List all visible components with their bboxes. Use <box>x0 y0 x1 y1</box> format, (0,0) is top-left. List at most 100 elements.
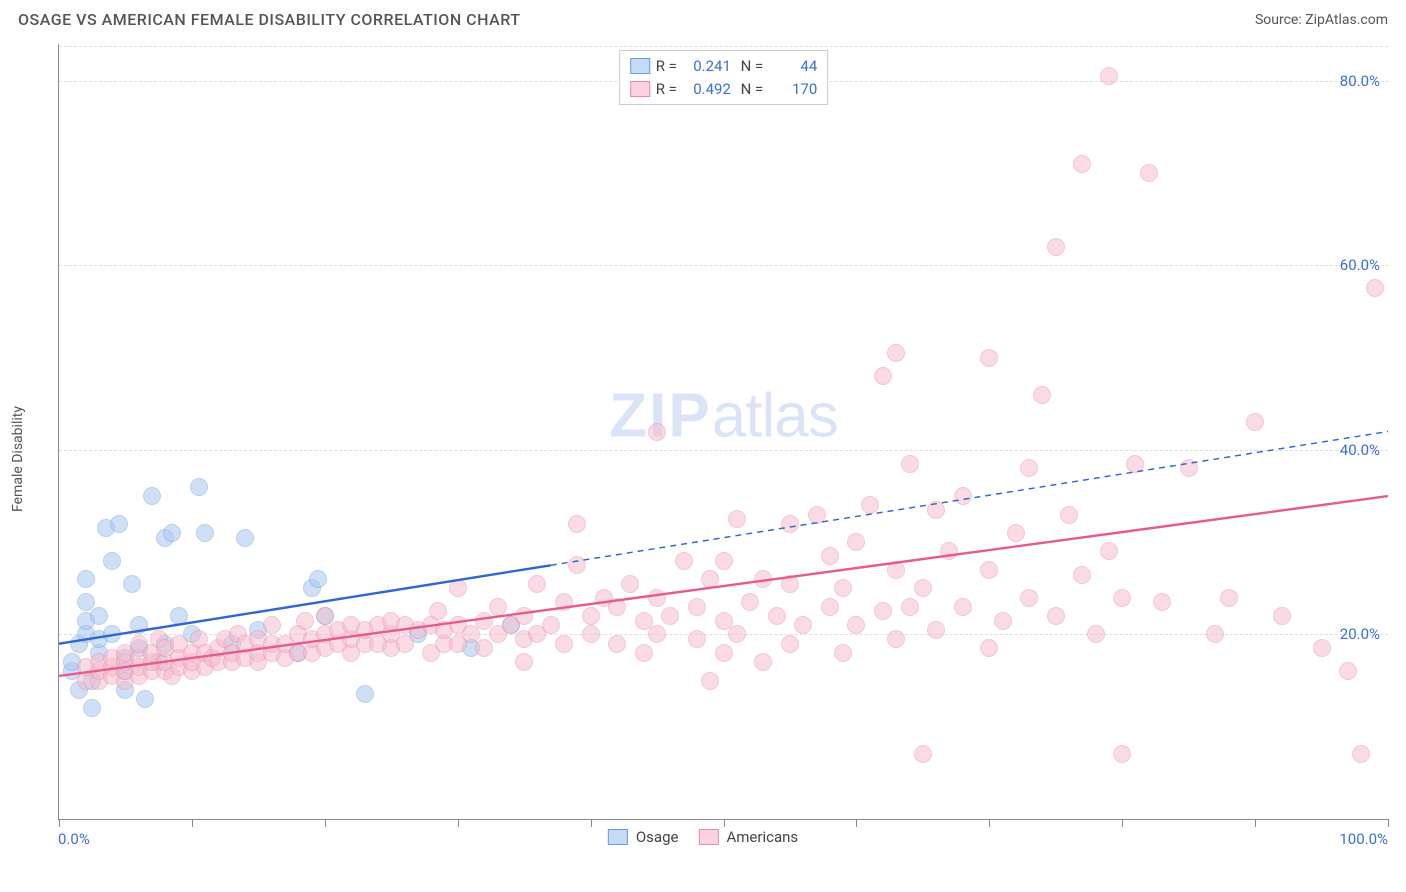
data-point <box>103 625 121 643</box>
data-point <box>1220 589 1238 607</box>
watermark-bold: ZIP <box>609 382 711 451</box>
data-point <box>136 690 154 708</box>
r-label: R = <box>656 78 677 101</box>
data-point <box>1113 589 1131 607</box>
watermark: ZIPatlas <box>609 381 837 452</box>
data-point <box>701 672 719 690</box>
data-point <box>1033 386 1051 404</box>
x-tick <box>989 819 990 827</box>
data-point <box>1313 639 1331 657</box>
r-value: 0.241 <box>683 55 731 78</box>
data-point <box>1073 566 1091 584</box>
x-tick <box>724 819 725 827</box>
gridline <box>59 46 1388 47</box>
data-point <box>110 515 128 533</box>
data-point <box>568 515 586 533</box>
data-point <box>781 635 799 653</box>
data-point <box>874 367 892 385</box>
data-point <box>1060 506 1078 524</box>
r-value: 0.492 <box>683 78 731 101</box>
data-point <box>994 612 1012 630</box>
data-point <box>515 653 533 671</box>
data-point <box>715 644 733 662</box>
data-point <box>728 510 746 528</box>
data-point <box>927 501 945 519</box>
data-point <box>196 524 214 542</box>
data-point <box>688 598 706 616</box>
legend-item-americans: Americans <box>698 828 798 846</box>
data-point <box>1073 155 1091 173</box>
y-axis-label: Female Disability <box>10 406 26 512</box>
x-tick <box>591 819 592 827</box>
data-point <box>754 653 772 671</box>
x-tick <box>59 819 60 827</box>
data-point <box>701 570 719 588</box>
y-tick-label: 60.0% <box>1340 256 1380 274</box>
data-point <box>768 607 786 625</box>
n-label: N = <box>737 78 763 101</box>
legend-item-osage: Osage <box>608 828 679 846</box>
x-axis-max-label: 100.0% <box>1339 830 1388 848</box>
data-point <box>821 598 839 616</box>
data-point <box>542 616 560 634</box>
data-point <box>103 552 121 570</box>
series-legend: Osage Americans <box>608 828 798 846</box>
data-point <box>980 561 998 579</box>
data-point <box>1246 413 1264 431</box>
swatch-americans <box>698 829 718 845</box>
data-point <box>143 487 161 505</box>
data-point <box>555 593 573 611</box>
data-point <box>515 607 533 625</box>
y-tick-label: 40.0% <box>1340 441 1380 459</box>
source-link[interactable]: ZipAtlas.com <box>1305 12 1388 28</box>
swatch-americans <box>630 81 650 97</box>
x-axis-min-label: 0.0% <box>58 830 90 848</box>
data-point <box>568 556 586 574</box>
x-tick <box>325 819 326 827</box>
data-point <box>90 607 108 625</box>
data-point <box>296 612 314 630</box>
data-point <box>1206 625 1224 643</box>
data-point <box>847 533 865 551</box>
data-point <box>608 598 626 616</box>
data-point <box>834 579 852 597</box>
data-point <box>582 607 600 625</box>
data-point <box>887 561 905 579</box>
data-point <box>555 635 573 653</box>
data-point <box>1020 589 1038 607</box>
source-attribution: Source: ZipAtlas.com <box>1255 12 1388 28</box>
data-point <box>847 616 865 634</box>
data-point <box>1126 455 1144 473</box>
data-point <box>741 593 759 611</box>
data-point <box>661 607 679 625</box>
correlation-chart: Female Disability ZIPatlas R = 0.241 N =… <box>18 44 1388 874</box>
data-point <box>1100 542 1118 560</box>
data-point <box>980 349 998 367</box>
swatch-osage <box>608 829 628 845</box>
data-point <box>621 575 639 593</box>
legend-label: Osage <box>636 828 679 846</box>
data-point <box>1100 67 1118 85</box>
data-point <box>528 575 546 593</box>
data-point <box>429 602 447 620</box>
n-value: 44 <box>769 55 817 78</box>
data-point <box>648 589 666 607</box>
data-point <box>263 616 281 634</box>
data-point <box>887 630 905 648</box>
data-point <box>1140 164 1158 182</box>
trend-lines <box>59 44 1388 819</box>
data-point <box>901 455 919 473</box>
x-tick <box>192 819 193 827</box>
legend-row-osage: R = 0.241 N = 44 <box>630 55 818 78</box>
gridline <box>59 265 1388 266</box>
data-point <box>675 552 693 570</box>
x-tick <box>1388 819 1389 827</box>
data-point <box>781 515 799 533</box>
y-tick-label: 20.0% <box>1340 625 1380 643</box>
data-point <box>77 570 95 588</box>
legend-label: Americans <box>726 828 798 846</box>
x-tick <box>856 819 857 827</box>
data-point <box>715 552 733 570</box>
x-tick <box>1122 819 1123 827</box>
data-point <box>1153 593 1171 611</box>
